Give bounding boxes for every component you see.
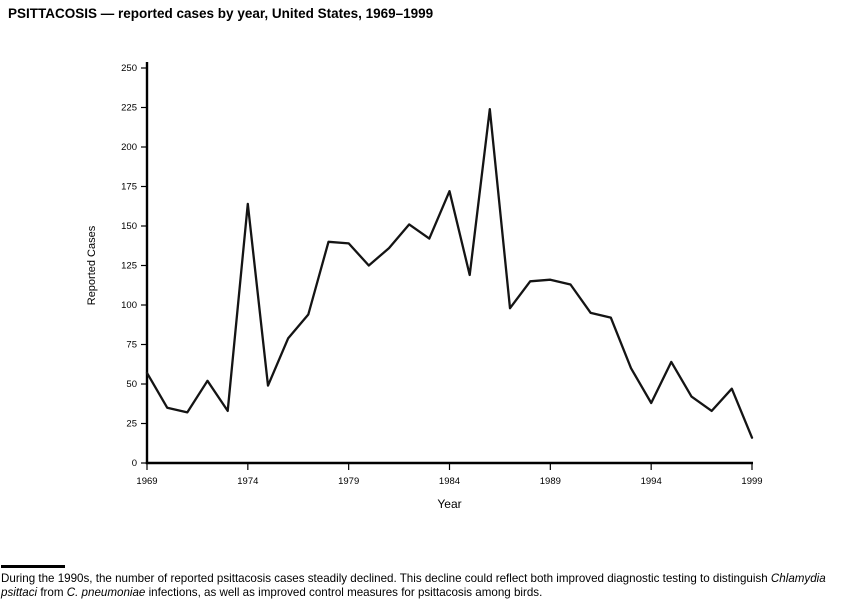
footnote-italic-term: Chlamydia psittaci: [1, 572, 826, 599]
y-tick-label: 75: [126, 340, 137, 351]
y-tick-label: 250: [121, 63, 137, 74]
footnote-italic-term: C. pneumoniae: [66, 586, 146, 599]
footnote-text: During the 1990s, the number of reported…: [1, 572, 771, 585]
x-axis-title: Year: [437, 497, 461, 511]
x-tick-label: 1989: [540, 476, 561, 487]
y-tick-label: 125: [121, 261, 137, 272]
footnote-text: infections, as well as improved control …: [145, 586, 543, 599]
line-chart: 0 25 50 75 100 125 150 175 200 225 250 1969 1974 1979…: [86, 62, 763, 511]
y-tick-label: 175: [121, 182, 137, 193]
y-axis-title: Reported Cases: [86, 225, 98, 305]
x-tick-label: 1974: [237, 476, 258, 487]
footnote-text: from: [37, 586, 67, 599]
y-tick-label: 25: [126, 419, 137, 430]
x-tick-label: 1994: [641, 476, 662, 487]
x-tick-label: 1969: [136, 476, 157, 487]
y-tick-label: 225: [121, 103, 137, 114]
x-tick-label: 1979: [338, 476, 359, 487]
y-tick-label: 200: [121, 142, 137, 153]
y-tick-label: 150: [121, 221, 137, 232]
footnote-divider: [1, 565, 65, 568]
x-tick-label: 1984: [439, 476, 460, 487]
chart-title: PSITTACOSIS — reported cases by year, Un…: [8, 6, 434, 21]
y-tick-label: 50: [126, 379, 137, 390]
x-tick-label: 1999: [741, 476, 762, 487]
y-tick-label: 0: [132, 458, 137, 469]
y-tick-label: 100: [121, 300, 137, 311]
data-line: [145, 107, 754, 439]
footnote: During the 1990s, the number of reported…: [1, 572, 857, 600]
